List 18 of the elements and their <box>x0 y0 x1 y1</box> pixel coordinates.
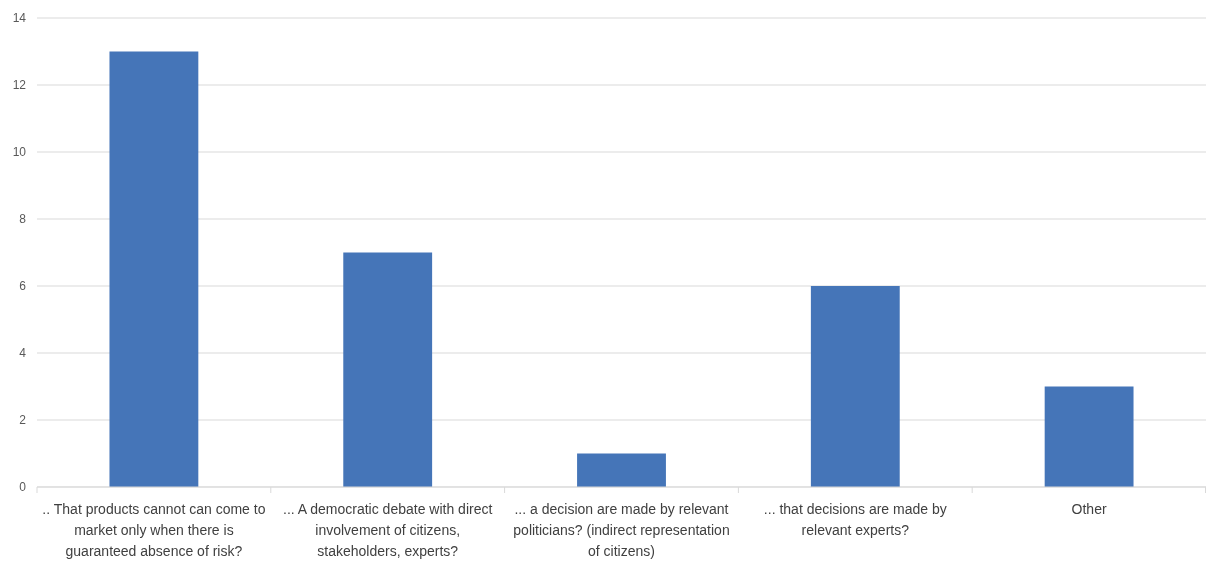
y-tick-label: 14 <box>12 11 27 26</box>
bar <box>343 252 433 487</box>
bar <box>109 51 199 487</box>
y-tick-label: 6 <box>19 279 27 294</box>
x-tick-label: Other <box>1071 501 1107 517</box>
y-tick-label: 4 <box>19 346 27 361</box>
x-tick-label: ... a decision are made by relevant politicians? (indirect representation of citizens) <box>513 501 730 559</box>
y-tick-label: 10 <box>12 145 27 160</box>
x-tick-label: .. That products cannot can come to market only when there is guaranteed absence of risk? <box>42 501 266 559</box>
bar <box>810 286 900 487</box>
y-tick-label: 12 <box>12 78 27 93</box>
x-tick-label: ... A democratic debate with direct involvement of citizens, stakeholders, experts? <box>283 501 493 559</box>
y-tick-label: 2 <box>19 413 27 428</box>
bar <box>1044 386 1134 487</box>
x-tick-label: ... that decisions are made by relevant experts? <box>763 501 947 538</box>
bar <box>577 453 666 487</box>
y-tick-label: 8 <box>19 212 27 227</box>
y-tick-label: 0 <box>19 480 27 495</box>
